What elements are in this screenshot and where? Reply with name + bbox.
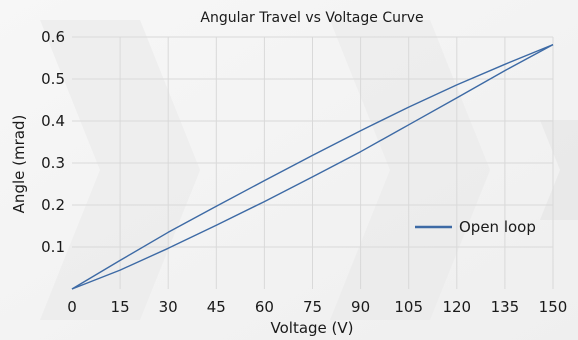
y-tick-label: 0.4 [41, 112, 65, 130]
series-line-upper [71, 43, 554, 290]
x-tick-label: 75 [303, 298, 322, 316]
y-tick-label: 0.1 [41, 238, 65, 256]
y-tick-labels: 0.1 0.2 0.3 0.4 0.5 0.6 [41, 28, 65, 256]
y-tick-label: 0.5 [41, 70, 65, 88]
x-tick-label: 45 [207, 298, 226, 316]
x-tick-label: 120 [442, 298, 471, 316]
legend: Open loop [415, 218, 536, 236]
x-tick-label: 90 [351, 298, 370, 316]
grid-lines [72, 36, 554, 289]
chart-title: Angular Travel vs Voltage Curve [200, 10, 423, 26]
y-tick-label: 0.3 [41, 154, 65, 172]
background-chevron [540, 120, 578, 220]
y-tick-label: 0.6 [41, 28, 65, 46]
x-tick-label: 30 [159, 298, 178, 316]
x-tick-label: 135 [491, 298, 520, 316]
x-tick-label: 60 [255, 298, 274, 316]
y-tick-label: 0.2 [41, 196, 65, 214]
x-tick-label: 0 [67, 298, 77, 316]
series-line-lower [71, 43, 554, 290]
x-tick-label: 15 [111, 298, 130, 316]
x-tick-labels: 0 15 30 45 60 75 90 105 120 135 150 [67, 298, 567, 316]
y-axis-label: Angle (mrad) [10, 115, 28, 214]
x-tick-label: 105 [394, 298, 423, 316]
x-axis-label: Voltage (V) [271, 319, 354, 337]
x-tick-label: 150 [539, 298, 568, 316]
legend-label: Open loop [459, 218, 536, 236]
series-lines [71, 43, 554, 290]
background-chevron [330, 20, 490, 320]
